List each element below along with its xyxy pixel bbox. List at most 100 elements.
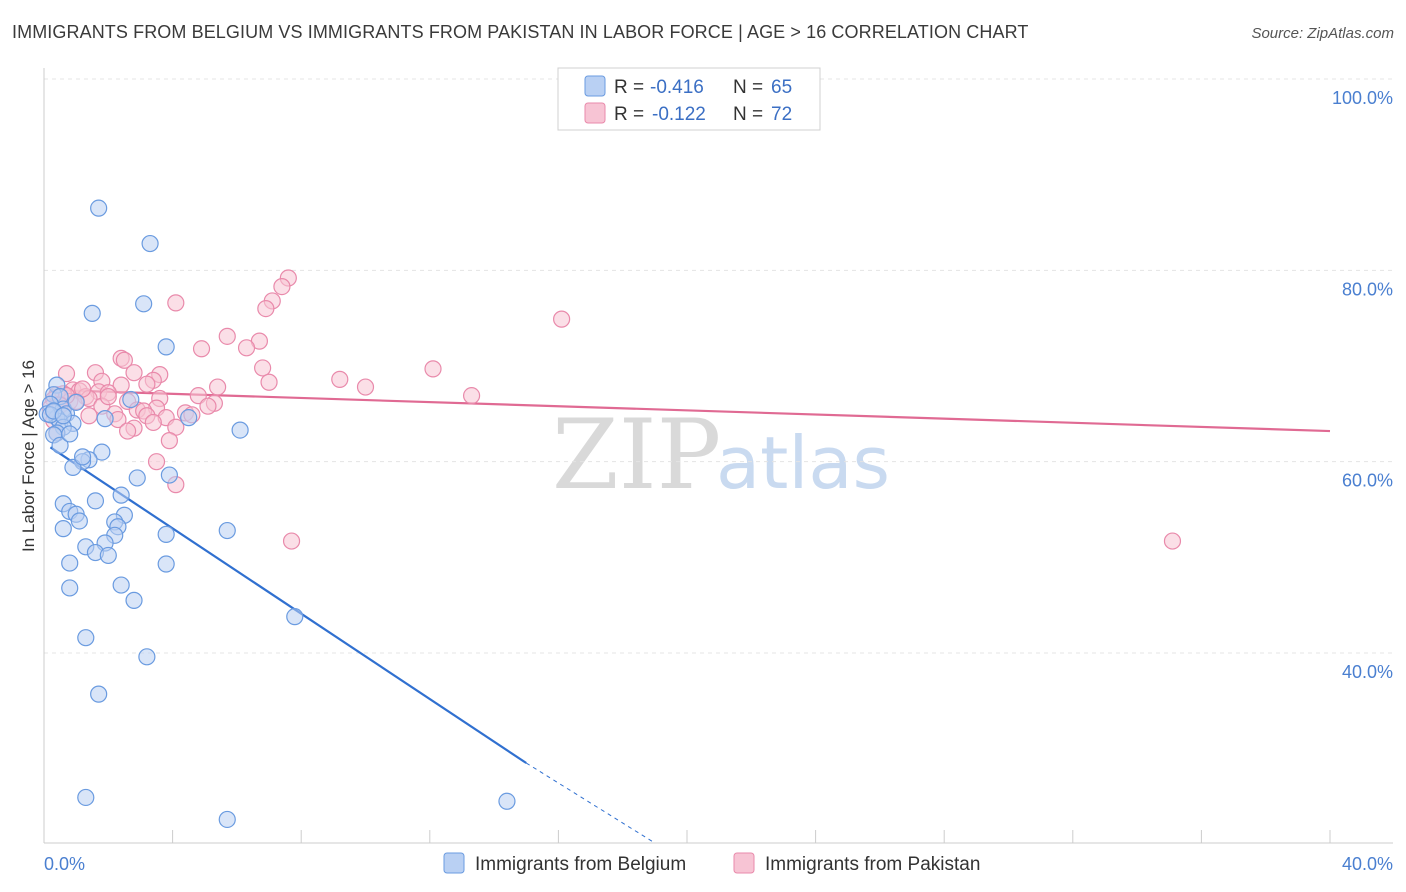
legend-r-label-pakistan: R = bbox=[614, 104, 644, 125]
legend-r-label-belgium: R = bbox=[614, 77, 644, 98]
point-belgium bbox=[180, 409, 198, 427]
point-pakistan bbox=[462, 387, 481, 405]
y-axis-title: In Labor Force | Age > 16 bbox=[19, 360, 38, 552]
point-belgium bbox=[160, 466, 178, 484]
y-tick-label: 100.0% bbox=[1332, 88, 1393, 108]
gridlines bbox=[44, 78, 1393, 654]
data-points bbox=[38, 199, 1182, 829]
legend-n-label-pakistan: N = bbox=[733, 104, 763, 125]
point-belgium bbox=[61, 554, 79, 572]
point-belgium bbox=[112, 576, 130, 594]
point-belgium bbox=[218, 521, 236, 540]
point-pakistan bbox=[167, 294, 185, 312]
point-pakistan bbox=[209, 378, 227, 396]
x-tick-label-max: 40.0% bbox=[1342, 854, 1393, 874]
point-pakistan bbox=[99, 388, 117, 406]
point-belgium bbox=[93, 443, 111, 461]
point-pakistan bbox=[118, 422, 137, 440]
point-belgium bbox=[77, 788, 95, 807]
legend-box: R = -0.416 N = 65 R = -0.122 N = 72 bbox=[557, 67, 821, 131]
legend-swatch-pakistan bbox=[584, 102, 606, 124]
point-pakistan bbox=[138, 375, 156, 393]
source-label: Source: ZipAtlas.com bbox=[1251, 25, 1394, 42]
point-pakistan bbox=[57, 365, 76, 383]
point-belgium bbox=[83, 304, 101, 322]
bottom-legend-label-pakistan: Immigrants from Pakistan bbox=[765, 854, 980, 875]
bottom-legend: Immigrants from Belgium Immigrants from … bbox=[443, 852, 980, 875]
point-belgium bbox=[157, 525, 175, 543]
point-pakistan bbox=[260, 373, 278, 391]
trend-line-pakistan bbox=[50, 388, 1331, 433]
bottom-legend-label-belgium: Immigrants from Belgium bbox=[475, 854, 686, 875]
watermark-atlas: atlas bbox=[716, 421, 890, 505]
point-pakistan bbox=[237, 339, 256, 357]
legend-n-value-pakistan: 72 bbox=[771, 104, 792, 125]
point-belgium bbox=[99, 546, 117, 565]
point-belgium bbox=[128, 469, 146, 487]
point-pakistan bbox=[218, 327, 236, 345]
trend-lines bbox=[49, 388, 1331, 844]
point-belgium bbox=[218, 810, 236, 829]
point-pakistan bbox=[112, 376, 130, 394]
point-pakistan bbox=[1163, 532, 1182, 550]
point-belgium bbox=[54, 407, 72, 425]
y-tick-label: 80.0% bbox=[1342, 279, 1393, 299]
y-tick-labels: 100.0% 80.0% 60.0% 40.0% bbox=[1332, 88, 1393, 682]
point-pakistan bbox=[553, 310, 571, 328]
point-belgium bbox=[157, 338, 175, 356]
point-pakistan bbox=[192, 340, 211, 358]
point-belgium bbox=[96, 410, 114, 428]
point-belgium bbox=[64, 458, 82, 477]
point-belgium bbox=[125, 591, 143, 609]
chart-title: IMMIGRANTS FROM BELGIUM VS IMMIGRANTS FR… bbox=[12, 22, 1029, 42]
point-belgium bbox=[157, 555, 175, 573]
x-tick-label-min: 0.0% bbox=[44, 854, 85, 874]
y-tick-label: 60.0% bbox=[1342, 471, 1393, 491]
point-pakistan bbox=[331, 370, 349, 388]
point-belgium bbox=[90, 685, 108, 703]
trend-line-belgium bbox=[49, 446, 527, 764]
point-pakistan bbox=[115, 351, 133, 369]
point-pakistan bbox=[273, 277, 291, 296]
trend-line-belgium-extension bbox=[525, 762, 656, 844]
bottom-legend-swatch-pakistan bbox=[733, 852, 755, 874]
point-pakistan bbox=[125, 364, 143, 382]
bottom-legend-swatch-belgium bbox=[443, 852, 465, 874]
point-pakistan bbox=[199, 397, 217, 415]
point-pakistan bbox=[254, 359, 272, 377]
point-belgium bbox=[70, 512, 88, 530]
point-belgium bbox=[54, 520, 72, 538]
point-pakistan bbox=[189, 387, 207, 405]
point-belgium bbox=[231, 421, 249, 439]
point-belgium bbox=[86, 492, 105, 510]
y-tick-label: 40.0% bbox=[1342, 662, 1393, 682]
axes bbox=[43, 68, 1393, 844]
point-belgium bbox=[77, 629, 95, 647]
point-pakistan bbox=[424, 360, 442, 378]
point-belgium bbox=[141, 234, 159, 253]
point-belgium bbox=[51, 436, 69, 455]
point-pakistan bbox=[257, 300, 275, 318]
point-belgium bbox=[90, 199, 108, 217]
legend-r-value-pakistan: -0.122 bbox=[652, 104, 706, 125]
point-pakistan bbox=[356, 378, 375, 396]
point-belgium bbox=[61, 579, 79, 597]
point-belgium bbox=[135, 295, 153, 313]
point-pakistan bbox=[282, 532, 301, 550]
point-belgium bbox=[498, 792, 516, 810]
legend-swatch-belgium bbox=[584, 75, 606, 97]
point-belgium bbox=[61, 425, 79, 443]
point-pakistan bbox=[160, 432, 178, 450]
point-belgium bbox=[67, 393, 85, 411]
watermark-zip: ZIP bbox=[552, 399, 721, 511]
legend-r-value-belgium: -0.416 bbox=[650, 77, 704, 98]
point-pakistan bbox=[80, 407, 98, 425]
point-belgium bbox=[73, 448, 92, 466]
point-pakistan bbox=[147, 453, 166, 471]
point-belgium bbox=[138, 648, 156, 666]
legend-n-label-belgium: N = bbox=[733, 77, 763, 98]
point-belgium bbox=[122, 390, 140, 409]
point-belgium bbox=[112, 486, 130, 504]
point-belgium bbox=[286, 608, 304, 626]
